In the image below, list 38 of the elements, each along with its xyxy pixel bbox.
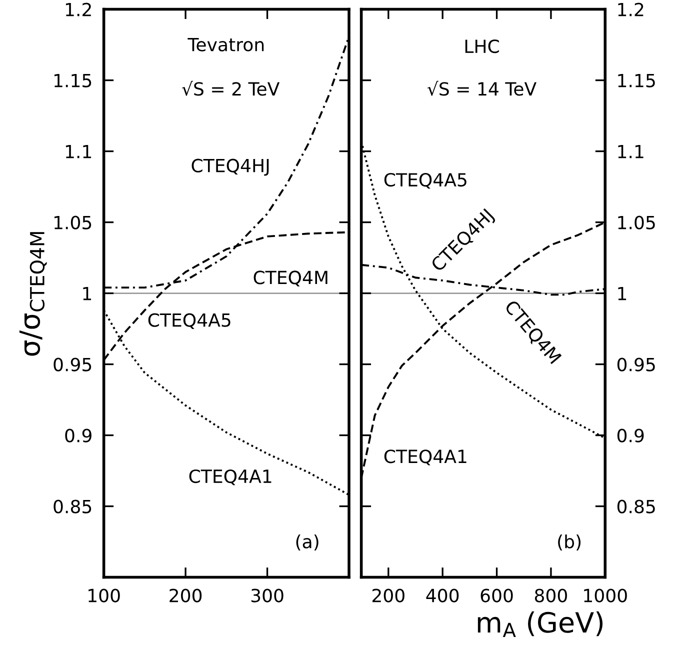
annotation: LHC — [465, 39, 499, 54]
annotation: CTEQ4A1 — [189, 469, 272, 486]
y-tick-label: 0.95 — [617, 358, 655, 372]
y-tick-label: 1.05 — [618, 216, 655, 230]
x-tick-label: 200 — [170, 588, 202, 602]
x-tick-label: 200 — [372, 588, 404, 602]
y-tick-label: 1.2 — [618, 2, 644, 16]
y-tick-label: 1 — [83, 286, 92, 300]
annotation: CTEQ4A5 — [384, 172, 466, 189]
y-tick-label: 0.85 — [54, 500, 92, 514]
y-tick-label: 1.1 — [618, 144, 644, 158]
y-tick-label: 0.9 — [65, 428, 92, 442]
annotation: Tevatron — [188, 38, 264, 52]
y-tick-label: 0.95 — [54, 358, 92, 372]
annotation: CTEQ4A1 — [384, 450, 466, 466]
x-tick-label: 800 — [534, 588, 567, 602]
x-tick-label: 600 — [480, 588, 513, 602]
annotation: √S = 2 TeV — [182, 80, 280, 96]
y-tick-label: 1.2 — [66, 2, 91, 16]
y-tick-label: 0.85 — [617, 500, 655, 514]
annotation: CTEQ4M — [254, 270, 328, 286]
y-tick-label: 1.1 — [66, 144, 92, 158]
x-tick-label: 1000 — [584, 588, 627, 602]
x-tick-label: 400 — [426, 588, 459, 602]
y-tick-label: 0.9 — [617, 428, 644, 442]
x-tick-label: 100 — [88, 588, 120, 602]
annotation: (a) — [296, 534, 318, 551]
y-axis-title: σ/σ$_{CTEQ4M}$ — [19, 232, 47, 356]
annotation: CTEQ4HJ — [192, 158, 269, 176]
y-tick-label: 1 — [618, 286, 626, 300]
annotation: √S = 14 TeV — [427, 80, 536, 96]
y-tick-label: 1.05 — [54, 216, 92, 230]
x-axis-title: m$_{A}$ (GeV) — [478, 611, 603, 638]
annotation: CTEQ4A5 — [148, 313, 230, 329]
annotation: (b) — [558, 534, 581, 551]
y-tick-label: 1.15 — [618, 74, 655, 88]
x-tick-label: 300 — [251, 588, 284, 602]
y-tick-label: 1.15 — [54, 74, 92, 88]
